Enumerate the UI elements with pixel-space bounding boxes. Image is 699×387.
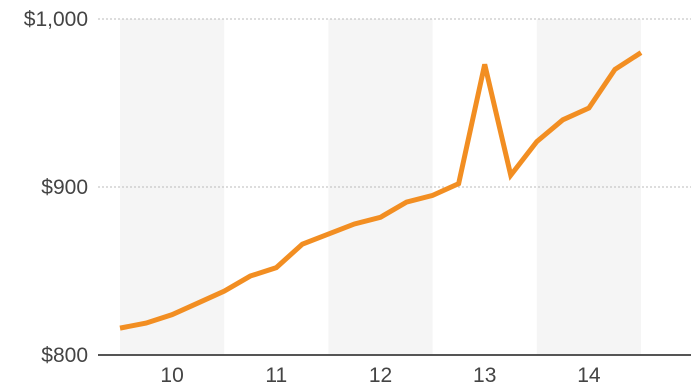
x-tick-label: 10 [160, 364, 183, 387]
y-tick-label: $800 [41, 344, 88, 367]
data-point[interactable] [612, 67, 617, 72]
x-axis-ticks: 10 11 12 13 14 [160, 364, 600, 387]
data-point[interactable] [118, 326, 123, 331]
x-tick-label: 14 [577, 364, 601, 387]
data-point[interactable] [144, 321, 149, 326]
x-tick-label: 11 [265, 364, 287, 387]
data-point[interactable] [534, 139, 539, 144]
data-point[interactable] [430, 193, 435, 198]
data-point[interactable] [274, 265, 279, 270]
x-tick-label: 12 [369, 364, 392, 387]
data-point[interactable] [378, 215, 383, 220]
data-point[interactable] [352, 221, 357, 226]
data-point[interactable] [196, 300, 201, 305]
band-12 [328, 19, 433, 355]
data-point[interactable] [456, 181, 461, 186]
data-point[interactable] [482, 62, 487, 67]
data-point[interactable] [586, 106, 591, 111]
data-point[interactable] [300, 242, 305, 247]
band-14 [536, 19, 641, 355]
data-point[interactable] [248, 274, 253, 279]
y-axis-ticks: $800 $900 $1,000 [24, 8, 88, 367]
data-point[interactable] [560, 117, 565, 122]
y-tick-label: $900 [41, 176, 88, 199]
data-point[interactable] [170, 312, 175, 317]
series-group [118, 50, 644, 331]
data-point[interactable] [222, 289, 227, 294]
y-tick-label: $1,000 [24, 8, 88, 31]
data-point[interactable] [326, 232, 331, 237]
series-line [119, 50, 643, 331]
x-tick-label: 13 [473, 364, 496, 387]
data-point[interactable] [404, 200, 409, 205]
data-point[interactable] [508, 173, 513, 178]
data-point[interactable] [639, 50, 644, 55]
gridlines [98, 18, 691, 188]
